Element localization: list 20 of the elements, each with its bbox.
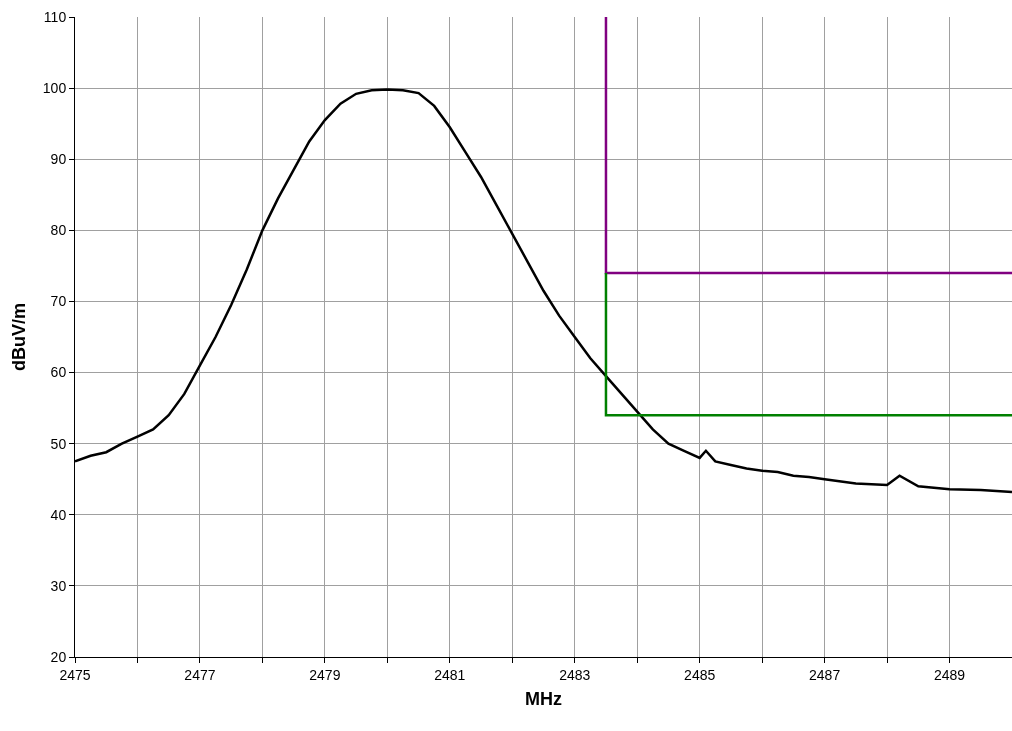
y-tick-label: 50 bbox=[50, 435, 67, 452]
x-tick-label: 2479 bbox=[309, 666, 341, 683]
y-tick-label: 20 bbox=[50, 648, 67, 665]
y-tick-label: 110 bbox=[43, 8, 67, 25]
x-tick-label: 2485 bbox=[684, 666, 716, 683]
x-tick-label: 2487 bbox=[809, 666, 841, 683]
y-tick-label: 40 bbox=[50, 506, 67, 523]
y-tick-label: 30 bbox=[50, 577, 67, 594]
y-tick-label: 90 bbox=[50, 151, 67, 168]
x-axis-title: MHz bbox=[525, 688, 562, 709]
y-tick-label: 70 bbox=[50, 293, 67, 310]
x-tick-label: 2475 bbox=[59, 666, 91, 683]
x-tick-label: 2477 bbox=[184, 666, 216, 683]
y-tick-label: 80 bbox=[50, 222, 67, 239]
x-tick-label: 2489 bbox=[933, 666, 966, 683]
x-tick-label: 2483 bbox=[559, 666, 591, 683]
y-tick-label: 60 bbox=[50, 364, 67, 381]
y-axis-title: dBuV/m bbox=[9, 302, 30, 372]
y-tick-label: 100 bbox=[42, 80, 67, 97]
x-tick-label: 2481 bbox=[434, 666, 466, 683]
